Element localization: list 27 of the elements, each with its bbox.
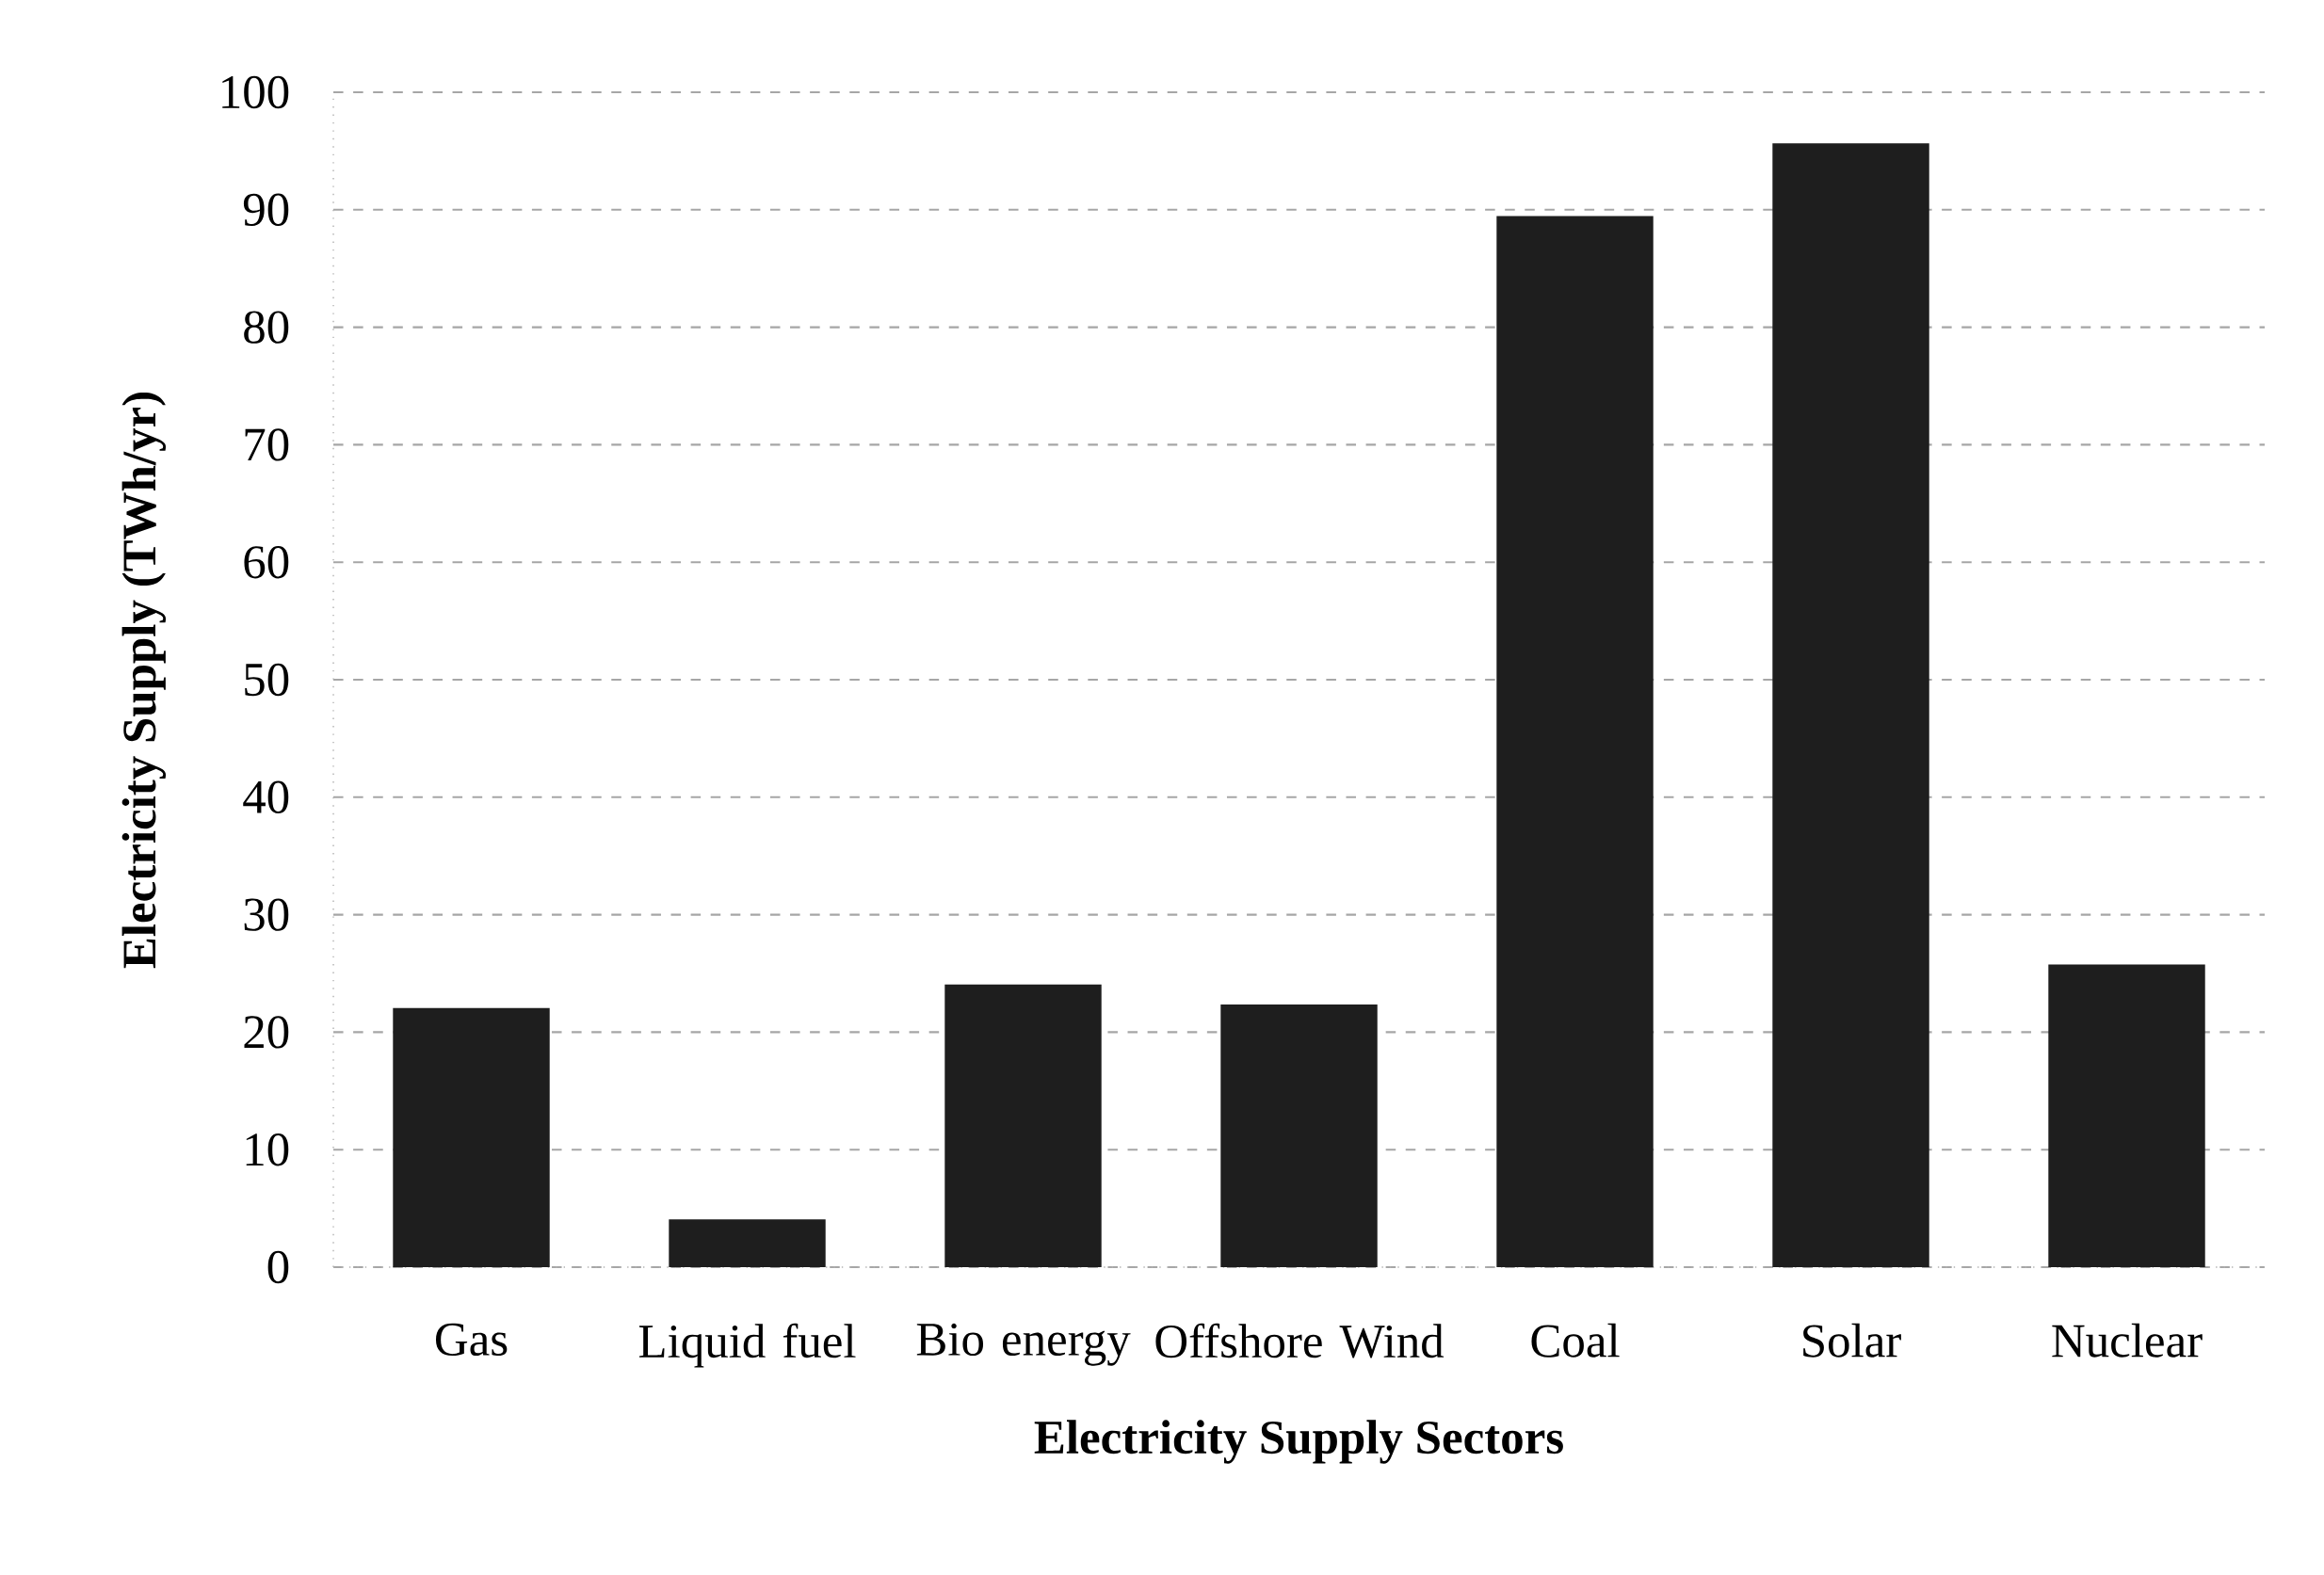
bar bbox=[1496, 216, 1654, 1267]
y-tick-label: 40 bbox=[243, 780, 289, 813]
bar bbox=[944, 984, 1102, 1267]
y-tick-label: 30 bbox=[244, 898, 289, 931]
bar bbox=[669, 1219, 826, 1267]
x-tick-label: Nuclear bbox=[2052, 1323, 2203, 1358]
y-tick-label: 60 bbox=[244, 545, 289, 579]
bar bbox=[2048, 964, 2205, 1267]
bar bbox=[1220, 1004, 1378, 1267]
y-tick-label: 100 bbox=[222, 75, 289, 109]
x-tick-label: Liquid fuel bbox=[638, 1323, 856, 1368]
y-axis-title: Electricity Supply (TWh/yr) bbox=[121, 393, 167, 969]
x-axis-title: Electricity Supply Sectors bbox=[1034, 1420, 1563, 1464]
y-tick-label: 90 bbox=[243, 193, 289, 226]
x-tick-label: Bio energy bbox=[916, 1323, 1131, 1366]
x-tick-label: Gas bbox=[435, 1323, 508, 1357]
bar bbox=[393, 1007, 550, 1267]
x-tick-label: Solar bbox=[1803, 1323, 1901, 1358]
y-tick-label: 0 bbox=[267, 1250, 289, 1284]
x-tick-label: Coal bbox=[1531, 1323, 1620, 1358]
y-tick-label: 70 bbox=[245, 428, 289, 461]
x-tick-label: Offshore Wind bbox=[1155, 1323, 1444, 1358]
y-tick-label: 80 bbox=[244, 311, 289, 344]
y-tick-label: 50 bbox=[245, 663, 289, 697]
y-tick-label: 10 bbox=[246, 1133, 289, 1166]
y-tick-label: 20 bbox=[244, 1016, 289, 1049]
bar bbox=[1772, 143, 1929, 1267]
